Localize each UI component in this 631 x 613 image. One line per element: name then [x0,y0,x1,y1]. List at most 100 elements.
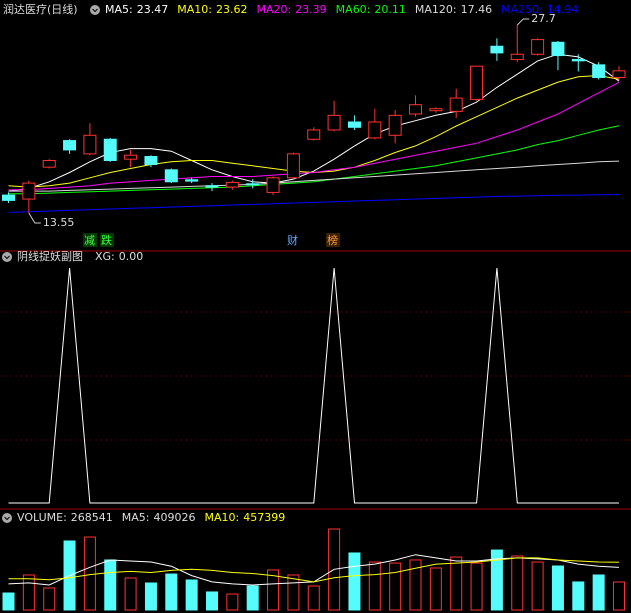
volume-bar [613,581,625,611]
panel-title: 阴线捉妖副图 [17,249,83,263]
legend-value: 23.39 [295,3,327,16]
annotation-arrow [516,18,530,26]
event-label[interactable]: 跌 [101,233,112,247]
candle-body [429,108,443,112]
menu-icon[interactable] [2,513,12,523]
volume-bar [267,569,280,611]
candle-body [63,140,77,151]
volume-bar [144,582,157,611]
menu-icon[interactable] [90,5,100,15]
chart-title: 润达医疗(日线) [3,2,78,16]
candle-body [225,181,239,188]
candle-body [368,121,382,139]
event-label[interactable]: 榜 [327,233,338,247]
volume-bar [246,585,259,611]
candle-body [327,114,341,131]
volume-bar [307,585,320,611]
legend-value: 17.46 [461,3,493,16]
legend-value: 409026 [154,511,196,524]
volume-bar [551,565,564,611]
candle-body [42,160,56,168]
legend-name: MA10: [177,3,212,16]
candle-body [551,41,565,57]
volume-bar [43,587,56,611]
legend: VOLUME: 268541 MA5: 409026 MA10: 457399 [17,511,285,524]
legend-name: MA120: [415,3,457,16]
menu-icon[interactable] [2,252,12,262]
legend-value: 0.00 [119,250,144,263]
legend: MA5: 23.47 MA10: 23.62 MA20: 23.39 MA60: 20.11 M… [105,3,578,16]
legend-value: 14.94 [547,3,579,16]
min-label: 13.55 [43,216,75,229]
menu-icon-arrow [4,255,10,260]
annotation-arrow [28,212,41,224]
legend-value: 457399 [243,511,285,524]
event-badge [326,233,340,247]
volume-bar [104,559,117,611]
candle-body [286,153,300,179]
volume-bar [368,561,381,611]
legend-name: VOLUME: [17,511,67,524]
max-label: 27.7 [531,12,556,25]
volume-bar [592,574,605,611]
volume-bar [22,574,35,611]
candle-body [144,156,158,166]
legend-name: MA5: [122,511,150,524]
ma-line [8,160,620,192]
candle-body [185,179,199,182]
volume-ma-line [8,557,620,583]
candle-body [2,194,15,201]
volume-bar [165,573,178,611]
volume-bar [470,562,483,611]
volume-bar [409,559,422,611]
candle-body [409,104,422,115]
legend-value: 20.11 [374,3,406,16]
candle-body [103,138,117,162]
candle-body [246,183,260,186]
event-label[interactable]: 财 [287,233,298,247]
volume-bar [490,549,503,611]
volume-bar [511,555,524,611]
ma-line [8,125,620,195]
legend-name: MA5: [105,3,133,16]
legend-value: 23.47 [137,3,169,16]
menu-icon-arrow [4,516,10,521]
volume-bar [2,592,15,611]
volume-bar [572,581,585,611]
candle-body [490,45,504,54]
volume-bar [531,561,544,611]
candle-body [388,114,402,136]
legend-value: 268541 [71,511,113,524]
legend-name: MA20: [256,3,291,16]
event-badge [83,233,97,247]
candle-body [449,97,463,112]
ma-line [8,81,620,191]
legend-name: MA10: [205,511,240,524]
legend-name: MA60: [336,3,371,16]
candle-body [22,182,36,200]
legend-name: XG: [95,250,115,263]
candle-body [347,121,361,128]
ma-line [8,194,620,213]
event-label[interactable]: 减 [84,234,95,247]
volume-bar [83,536,96,611]
volume-bar [226,593,239,611]
candle-body [83,134,97,155]
candle-body [307,129,321,140]
volume-bar [287,574,300,611]
volume-bar [124,577,137,611]
candle-body [205,185,219,188]
candle-body [470,65,484,100]
candle-body [612,70,626,78]
indicator-line [8,267,619,504]
candle-body [531,39,545,55]
legend-name: MA250: [501,3,543,16]
volume-bar [348,552,361,611]
volume-bar [185,579,198,611]
candle-body [510,53,524,61]
event-badge [100,233,114,247]
volume-bar [450,556,463,611]
